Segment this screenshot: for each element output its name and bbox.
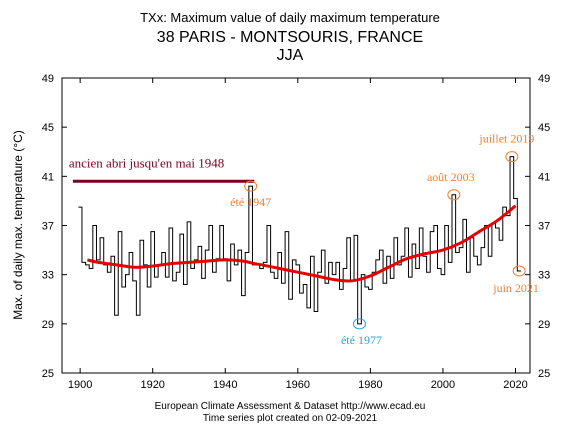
chart-subtitle: 38 PARIS - MONTSOURIS, FRANCE (157, 29, 423, 46)
footer-date: Time series plot created on 02-09-2021 (203, 413, 378, 424)
series-txx-line (78, 156, 521, 325)
annotation-circle (512, 265, 526, 277)
y-tick-label-right: 41 (538, 171, 550, 183)
footer-source: European Climate Assessment & Dataset ht… (155, 401, 426, 412)
plot-frame (61, 77, 531, 374)
x-tick-label: 1900 (68, 379, 92, 391)
annotation-circle (244, 180, 258, 192)
y-tick-label-right: 29 (538, 319, 550, 331)
x-tick-label: 1920 (140, 379, 164, 391)
x-tick-label: 2000 (431, 379, 455, 391)
x-tick-label: 1960 (286, 379, 310, 391)
y-tick-label-right: 33 (538, 270, 550, 282)
chart-season: JJA (277, 47, 304, 64)
series-smooth-curve (87, 204, 517, 283)
annotation-circle (505, 151, 519, 163)
shelter-label: ancien abri jusqu'en mai 1948 (69, 155, 224, 170)
y-tick-label-right: 45 (538, 122, 550, 134)
y-tick-label-left: 25 (42, 368, 54, 380)
annotation-label: août 2003 (427, 170, 475, 184)
axis-ticks: 1900 1920 1940 1960 1980 2000 2020 25 25 29 29 33 33… (42, 73, 551, 391)
y-tick-label-right: 49 (538, 73, 550, 85)
annotation-label: été 1977 (341, 333, 382, 347)
annotations: été 1947 été 1977 août 2003 juillet 2019 jui… (230, 132, 539, 347)
annotation-circle (352, 318, 366, 330)
y-tick-label-left: 33 (42, 270, 54, 282)
annotation-label: juillet 2019 (478, 132, 534, 146)
annotation-label: juin 2021 (492, 281, 539, 295)
y-tick-label-left: 29 (42, 319, 54, 331)
y-tick-label-right: 37 (538, 221, 550, 233)
y-tick-label-left: 41 (42, 171, 54, 183)
annotation-circle (447, 189, 461, 201)
x-tick-label: 1980 (358, 379, 382, 391)
y-tick-label-left: 37 (42, 221, 54, 233)
shelter-marker: ancien abri jusqu'en mai 1948 (69, 155, 255, 183)
y-tick-label-left: 49 (42, 73, 54, 85)
x-tick-label: 1940 (213, 379, 237, 391)
annotation-label: été 1947 (230, 195, 271, 209)
chart-title: TXx: Maximum value of daily maximum temp… (140, 10, 440, 25)
y-axis-label: Max. of daily max. temperature (°C) (11, 130, 25, 320)
y-tick-label-right: 25 (538, 368, 550, 380)
x-tick-label: 2020 (503, 379, 527, 391)
y-tick-label-left: 45 (42, 122, 54, 134)
